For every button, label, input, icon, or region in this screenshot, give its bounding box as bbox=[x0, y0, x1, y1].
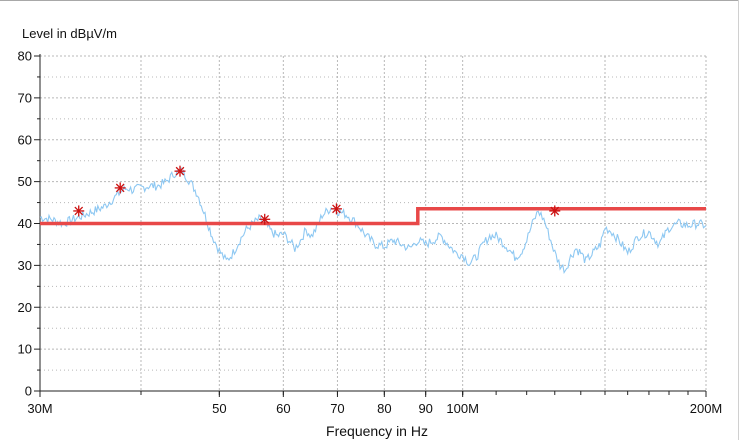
x-axis-title: Frequency in Hz bbox=[326, 423, 428, 439]
y-tick-label: 20 bbox=[18, 300, 32, 315]
y-tick-label: 80 bbox=[18, 49, 32, 64]
y-tick-label: 50 bbox=[18, 174, 32, 189]
peak-marker bbox=[174, 165, 186, 177]
peak-marker-stroke bbox=[175, 166, 185, 176]
x-tick-label: 200M bbox=[690, 401, 723, 416]
peak-marker-stroke bbox=[332, 204, 341, 214]
y-tick-label: 30 bbox=[18, 258, 32, 273]
y-tick-label: 60 bbox=[18, 132, 32, 147]
peak-marker bbox=[330, 203, 342, 215]
x-tick-label: 60 bbox=[276, 401, 290, 416]
y-tick-label: 70 bbox=[18, 90, 32, 105]
peak-marker-stroke bbox=[74, 206, 84, 216]
y-tick-label: 0 bbox=[25, 384, 32, 399]
peak-marker-stroke bbox=[260, 214, 270, 224]
x-tick-label: 80 bbox=[377, 401, 391, 416]
x-tick-label: 100M bbox=[446, 401, 479, 416]
limit-line bbox=[40, 207, 706, 226]
peak-marker bbox=[114, 182, 126, 194]
peak-marker bbox=[549, 205, 561, 217]
x-tick-label: 50 bbox=[212, 401, 226, 416]
y-tick-label: 40 bbox=[18, 216, 32, 231]
window-top-border bbox=[0, 0, 739, 1]
y-tick-label: 10 bbox=[18, 342, 32, 357]
x-tick-label: 30M bbox=[27, 401, 52, 416]
x-tick-label: 70 bbox=[330, 401, 344, 416]
peak-marker-stroke bbox=[550, 206, 560, 216]
peak-marker bbox=[73, 205, 85, 217]
peak-marker bbox=[259, 213, 271, 225]
y-axis-title: Level in dBµV/m bbox=[22, 26, 117, 41]
peak-marker-stroke bbox=[115, 183, 125, 193]
measurement-trace bbox=[39, 166, 707, 274]
x-tick-label: 90 bbox=[418, 401, 432, 416]
